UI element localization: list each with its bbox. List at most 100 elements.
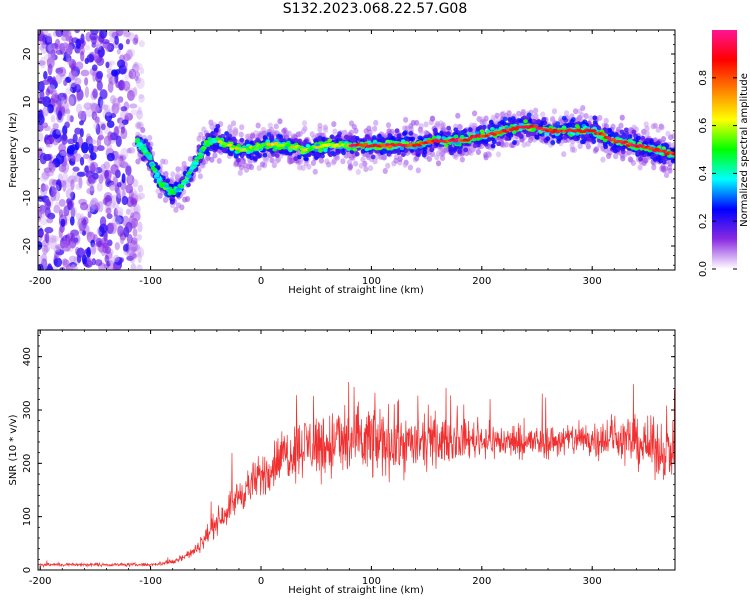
heatmap-cell — [540, 111, 546, 118]
heatmap-cell — [102, 197, 111, 206]
heatmap-cell — [173, 181, 179, 187]
heatmap-cell — [54, 38, 61, 50]
heatmap-cell — [53, 257, 63, 268]
heatmap-cell — [507, 117, 513, 122]
heatmap-cell — [399, 146, 405, 151]
heatmap-cell — [544, 131, 550, 136]
heatmap-cell — [297, 130, 303, 137]
heatmap-cell — [127, 147, 136, 154]
heatmap-cell — [126, 174, 135, 186]
heatmap-cell — [415, 149, 421, 154]
heatmap-cell — [108, 60, 116, 66]
heatmap-cell — [646, 151, 652, 157]
heatmap-cell — [479, 119, 485, 126]
heatmap-cell — [545, 136, 551, 142]
heatmap-cell — [352, 160, 359, 167]
heatmap-cell — [87, 174, 96, 185]
heatmap-cell — [315, 152, 321, 158]
heatmap-cell — [232, 138, 238, 144]
heatmap-cell — [651, 164, 657, 171]
heatmap-cell — [60, 218, 66, 227]
heatmap-cell — [429, 146, 435, 152]
heatmap-cell — [477, 139, 482, 145]
heatmap-cell — [133, 61, 139, 68]
heatmap-cell — [483, 151, 489, 158]
heatmap-cell — [93, 52, 100, 64]
heatmap-cell — [59, 150, 68, 157]
spectrogram-x-axis-label: Height of straight line (km) — [288, 285, 424, 296]
heatmap-cell — [137, 106, 142, 115]
heatmap-cell — [66, 114, 72, 123]
heatmap-cell — [49, 88, 58, 96]
heatmap-cell — [156, 178, 162, 182]
heatmap-cell — [69, 216, 75, 226]
spectrogram-plot — [38, 30, 675, 270]
heatmap-cell — [63, 179, 72, 188]
heatmap-cell — [48, 84, 55, 91]
heatmap-cell — [116, 188, 121, 198]
heatmap-cell — [453, 127, 459, 133]
heatmap-cell — [423, 129, 429, 136]
heatmap-cell — [234, 146, 240, 150]
heatmap-cell — [168, 189, 174, 193]
heatmap-cell — [54, 201, 60, 212]
heatmap-cell — [83, 153, 90, 159]
spectrogram-y-axis-label: Frequency (Hz) — [8, 112, 19, 188]
heatmap-cell — [299, 150, 305, 155]
heatmap-cell — [303, 160, 309, 167]
heatmap-cell — [214, 137, 221, 141]
heatmap-cell — [190, 166, 196, 170]
heatmap-cell — [600, 156, 606, 163]
heatmap-cell — [129, 103, 138, 109]
heatmap-cell — [116, 59, 126, 68]
heatmap-cell — [301, 120, 308, 127]
heatmap-cell — [371, 125, 378, 132]
heatmap-cell — [551, 108, 558, 115]
heatmap-cell — [382, 167, 388, 174]
heatmap-cell — [100, 123, 106, 131]
heatmap-cell — [360, 149, 366, 154]
heatmap-cell — [352, 147, 358, 152]
heatmap-cell — [92, 70, 97, 82]
y-tick-label: 0 — [22, 147, 33, 153]
heatmap-cell — [516, 110, 522, 117]
x-tick-label: -100 — [139, 576, 162, 587]
y-tick-label: -10 — [22, 190, 33, 206]
heatmap-cell — [113, 207, 118, 218]
heatmap-cell — [115, 30, 124, 37]
heatmap-cell — [215, 123, 221, 129]
heatmap-cell — [99, 216, 107, 228]
heatmap-cell — [271, 162, 277, 169]
heatmap-cell — [121, 173, 126, 184]
heatmap-cell — [581, 139, 587, 145]
heatmap-cell — [457, 148, 463, 154]
heatmap-cell — [249, 133, 256, 140]
heatmap-cell — [135, 158, 141, 165]
heatmap-cell — [565, 123, 571, 129]
heatmap-cell — [401, 131, 407, 137]
heatmap-cell — [384, 143, 391, 147]
heatmap-cell — [106, 260, 111, 267]
heatmap-cell — [136, 233, 143, 241]
heatmap-cell — [44, 198, 51, 211]
heatmap-cell — [120, 106, 128, 112]
heatmap-cell — [73, 153, 82, 162]
heatmap-cell — [75, 61, 84, 71]
heatmap-cell — [74, 77, 82, 86]
heatmap-cell — [94, 259, 103, 267]
heatmap-cell — [562, 135, 568, 140]
heatmap-cell — [80, 69, 90, 77]
heatmap-cell — [57, 110, 63, 121]
heatmap-cell — [86, 187, 95, 195]
heatmap-cell — [105, 104, 111, 113]
spectrogram-x-ticks: -200 -100 0 100 200 300 — [29, 30, 659, 287]
heatmap-cell — [66, 96, 75, 107]
heatmap-cell — [126, 32, 135, 42]
heatmap-cell — [490, 127, 495, 131]
heatmap-cell — [63, 205, 70, 217]
heatmap-cell — [96, 80, 103, 91]
heatmap-cell — [55, 30, 64, 38]
heatmap-cell — [340, 158, 346, 165]
heatmap-cell — [120, 127, 128, 140]
heatmap-cell — [114, 256, 123, 266]
